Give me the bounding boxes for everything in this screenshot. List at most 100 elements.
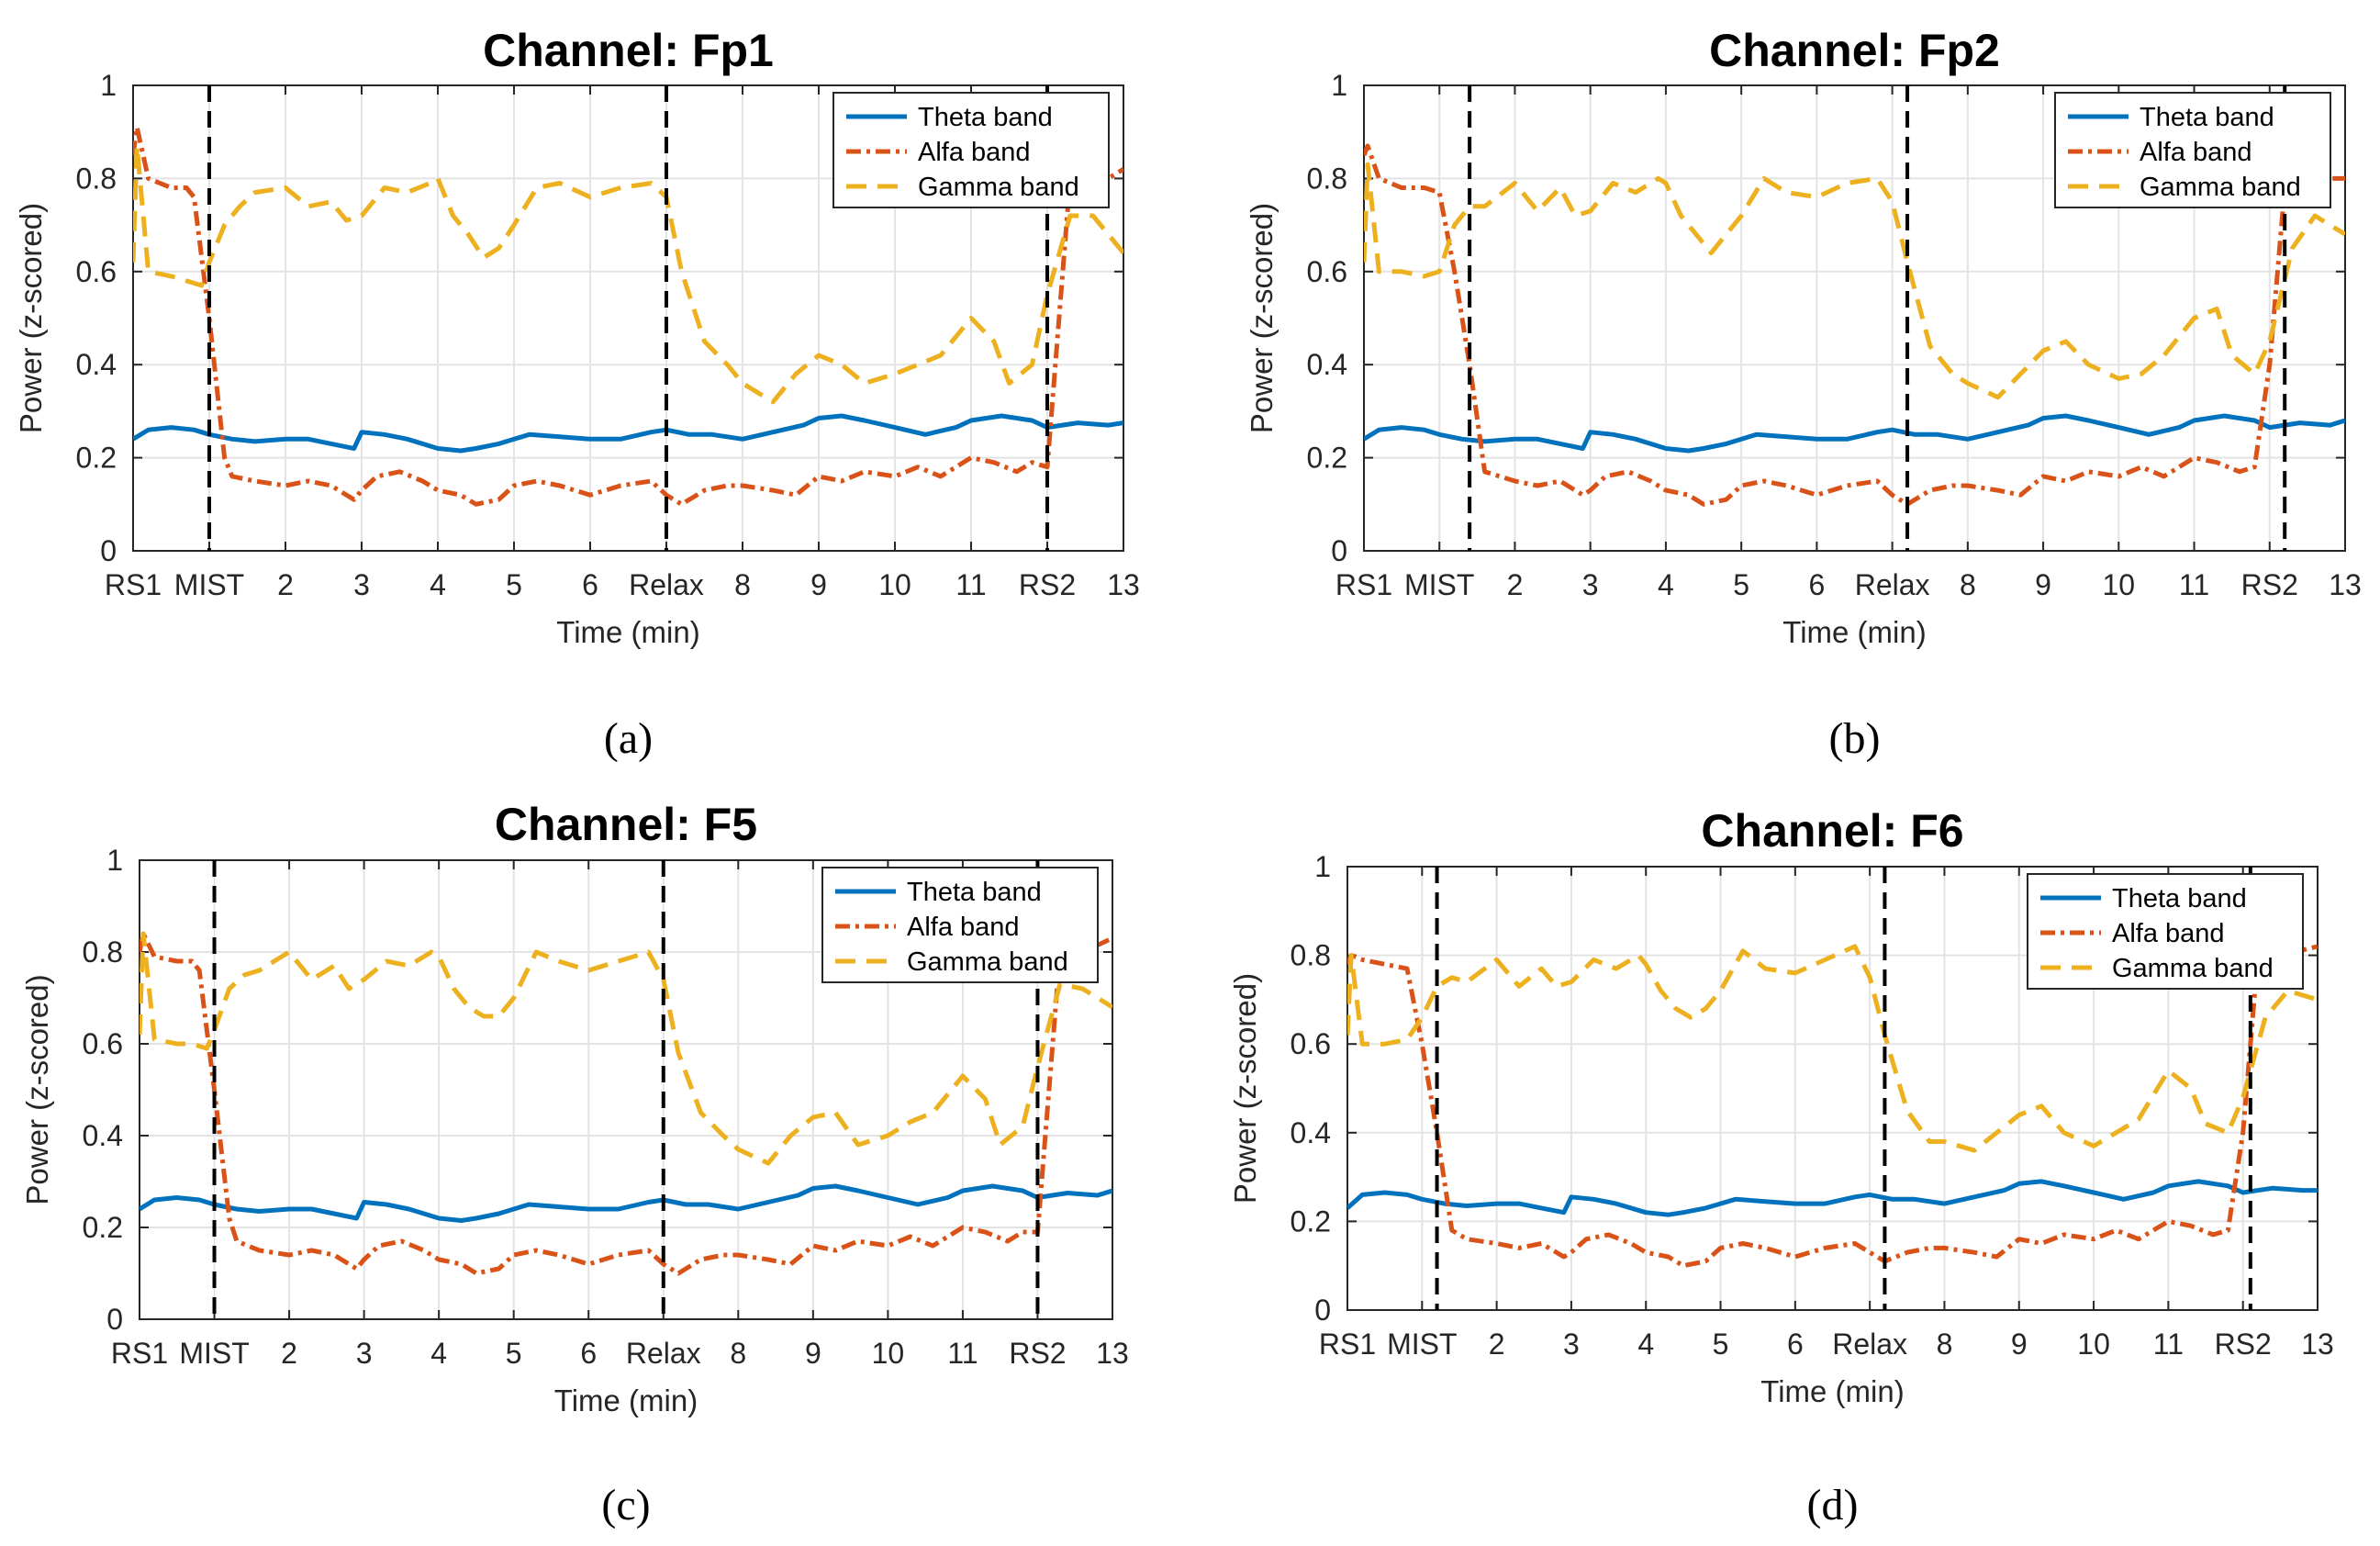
x-tick-label: MIST	[1387, 1328, 1457, 1361]
y-tick-label: 0.6	[1307, 255, 1347, 288]
axes-box	[139, 859, 1113, 1320]
chart-panel-0: RS1 MIST 2 3 4 5 6 Relax 8 9 10 11 RS2 13 0 0.2 0.4 0.6 0.…	[14, 25, 1140, 763]
y-tick-label: 0.6	[76, 255, 117, 288]
y-tick-label: 0.2	[1307, 442, 1347, 475]
chart-title: Channel: F5	[495, 799, 757, 850]
y-tick-label: 0.4	[83, 1119, 123, 1152]
x-tick-label: 4	[1658, 568, 1674, 601]
x-tick-label: RS2	[2215, 1328, 2272, 1361]
series-line-gamma-band	[140, 931, 1112, 1166]
x-tick-label: 5	[1713, 1328, 1729, 1361]
x-tick-label: 8	[730, 1337, 746, 1370]
x-tick-label: 2	[1489, 1328, 1505, 1361]
x-tick-label: 13	[2329, 568, 2362, 601]
chart-title: Channel: Fp2	[1709, 25, 2000, 76]
y-tick-label: 0	[100, 534, 117, 567]
x-tick-label: 10	[878, 568, 911, 601]
x-tick-label: 11	[2179, 568, 2209, 601]
y-tick-label: 0	[106, 1303, 123, 1336]
x-tick-label: 10	[872, 1337, 905, 1370]
y-tick-label: 0	[1331, 534, 1347, 567]
series-line-gamma-band	[1347, 944, 2318, 1153]
series-line-theta-band	[140, 1183, 1112, 1223]
x-tick-label: Relax	[626, 1337, 701, 1370]
series-line-theta-band	[1364, 413, 2345, 454]
x-tick-label: 2	[1507, 568, 1524, 601]
y-tick-label: 0.8	[1307, 162, 1347, 195]
series-line-gamma-band	[133, 143, 1123, 405]
panel-caption: (b)	[1829, 714, 1881, 763]
x-tick-label: RS2	[2241, 568, 2298, 601]
legend-label: Alfa band	[2140, 138, 2252, 167]
x-tick-label: 8	[734, 568, 751, 601]
axes-box	[1346, 866, 2319, 1311]
y-tick-label: 0.4	[1291, 1116, 1331, 1149]
y-tick-label: 1	[106, 844, 123, 877]
x-tick-label: MIST	[174, 568, 244, 601]
panel-caption: (c)	[601, 1481, 650, 1529]
x-tick-label: 6	[582, 568, 598, 601]
x-tick-label: RS1	[111, 1337, 168, 1370]
y-tick-label: 0	[1314, 1294, 1331, 1327]
x-tick-label: Relax	[1855, 568, 1930, 601]
x-tick-label: MIST	[179, 1337, 249, 1370]
x-tick-label: 8	[1937, 1328, 1953, 1361]
x-tick-label: 8	[1960, 568, 1976, 601]
axes-box	[1363, 84, 2346, 552]
x-tick-label: 9	[2011, 1328, 2028, 1361]
legend-label: Gamma band	[2112, 954, 2274, 983]
y-tick-label: 1	[100, 69, 117, 102]
x-tick-label: 2	[277, 568, 294, 601]
series-line-alfa-band	[1364, 143, 2345, 507]
x-tick-label: 5	[506, 1337, 522, 1370]
x-tick-label: 13	[1107, 568, 1140, 601]
x-tick-label: Relax	[1832, 1328, 1907, 1361]
y-tick-label: 0.2	[83, 1211, 123, 1244]
series-line-alfa-band	[133, 125, 1123, 507]
x-tick-label: 4	[430, 1337, 447, 1370]
y-axis-label: Power (z-scored)	[14, 203, 48, 433]
y-tick-label: 0.8	[83, 935, 123, 969]
x-tick-label: Relax	[629, 568, 704, 601]
x-tick-label: 9	[2035, 568, 2051, 601]
x-tick-label: 5	[506, 568, 522, 601]
x-tick-label: 13	[1096, 1337, 1129, 1370]
legend-label: Gamma band	[907, 947, 1068, 977]
x-tick-label: 9	[810, 568, 827, 601]
y-tick-label: 0.2	[1291, 1204, 1331, 1238]
x-tick-label: RS1	[1335, 568, 1392, 601]
y-tick-label: 0.2	[76, 442, 117, 475]
chart-title: Channel: Fp1	[483, 25, 774, 76]
x-tick-label: 11	[955, 568, 986, 601]
legend-label: Theta band	[2112, 884, 2247, 913]
panel-caption: (d)	[1807, 1481, 1859, 1529]
legend-label: Alfa band	[907, 913, 1020, 942]
x-axis-label: Time (min)	[1760, 1374, 1904, 1408]
y-tick-label: 0.6	[1291, 1027, 1331, 1060]
x-tick-label: 10	[2077, 1328, 2110, 1361]
x-tick-label: 11	[947, 1337, 978, 1370]
x-tick-label: 6	[580, 1337, 597, 1370]
legend-label: Alfa band	[2112, 919, 2225, 948]
legend-label: Gamma band	[2140, 173, 2301, 202]
x-axis-label: Time (min)	[1782, 615, 1926, 649]
x-tick-label: 2	[281, 1337, 297, 1370]
x-axis-label: Time (min)	[556, 615, 699, 649]
series-line-gamma-band	[1364, 162, 2345, 400]
x-tick-label: RS2	[1019, 568, 1076, 601]
x-tick-label: 10	[2103, 568, 2136, 601]
y-tick-label: 0.4	[76, 348, 117, 381]
x-tick-label: 3	[1563, 1328, 1580, 1361]
chart-panel-2: RS1 MIST 2 3 4 5 6 Relax 8 9 10 11 RS2 13 0 0.2 0.4 0.6 0.…	[20, 799, 1129, 1529]
x-tick-label: MIST	[1404, 568, 1474, 601]
chart-panel-1: RS1 MIST 2 3 4 5 6 Relax 8 9 10 11 RS2 13 0 0.2 0.4 0.6 0.…	[1245, 25, 2362, 763]
y-axis-label: Power (z-scored)	[1228, 973, 1262, 1204]
axes-box	[132, 84, 1124, 552]
series-line-alfa-band	[140, 931, 1112, 1276]
y-tick-label: 0.8	[1291, 939, 1331, 972]
x-tick-label: 3	[356, 1337, 373, 1370]
x-tick-label: 3	[1582, 568, 1599, 601]
x-tick-label: 5	[1733, 568, 1749, 601]
x-tick-label: RS1	[105, 568, 162, 601]
